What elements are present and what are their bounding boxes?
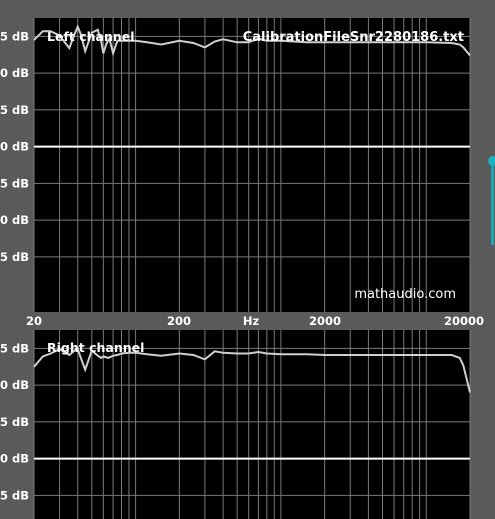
y-tick-label: -20 dB — [0, 140, 29, 154]
plot-area — [34, 18, 470, 312]
grid-vertical — [33, 18, 471, 312]
y-tick-label: -10 dB — [0, 378, 29, 392]
y-tick-label: -25 dB — [0, 176, 29, 190]
channel-label: Right channel — [47, 340, 144, 355]
x-tick-label: 20000 — [443, 314, 485, 328]
y-tick-label: -15 dB — [0, 103, 29, 117]
right-channel-chart: -5 dB -10 dB -15 dB -20 dB -25 dB Right chan… — [0, 330, 471, 519]
y-tick-label: -5 dB — [0, 29, 29, 43]
channel-label: Left channel — [47, 29, 135, 44]
series-line — [33, 346, 471, 393]
y-tick-label: -30 dB — [0, 213, 29, 227]
y-tick-label: -20 dB — [0, 452, 29, 466]
scrollbar-handle[interactable] — [488, 156, 495, 166]
series-line — [33, 24, 471, 57]
y-tick-label: -35 dB — [0, 250, 29, 264]
watermark: mathaudio.com — [354, 287, 456, 302]
x-axis-unit: Hz — [242, 314, 260, 328]
plot-area — [34, 330, 470, 519]
y-tick-labels: -5 dB -10 dB -15 dB -20 dB -25 dB — [0, 341, 29, 502]
scrollbar-track[interactable] — [491, 160, 494, 245]
y-tick-label: -15 dB — [0, 415, 29, 429]
y-tick-label: -5 dB — [0, 341, 29, 355]
y-tick-label: -10 dB — [0, 66, 29, 80]
x-axis: 20 200 Hz 2000 20000 — [0, 312, 495, 330]
left-channel-chart: -5 dB -10 dB -15 dB -20 dB -25 dB -30 dB -35 d… — [0, 18, 471, 312]
x-tick-label: 20 — [25, 314, 43, 328]
calibration-file-label: CalibrationFileSnr2280186.txt — [243, 30, 464, 45]
y-tick-labels: -5 dB -10 dB -15 dB -20 dB -25 dB -30 dB -35 d… — [0, 29, 29, 264]
x-tick-label: 2000 — [308, 314, 342, 328]
y-tick-label: -25 dB — [0, 488, 29, 502]
x-tick-label: 200 — [166, 314, 192, 328]
vertical-scrollbar[interactable] — [488, 0, 495, 519]
grid-vertical — [33, 330, 471, 519]
grid-horizontal — [34, 35, 470, 258]
